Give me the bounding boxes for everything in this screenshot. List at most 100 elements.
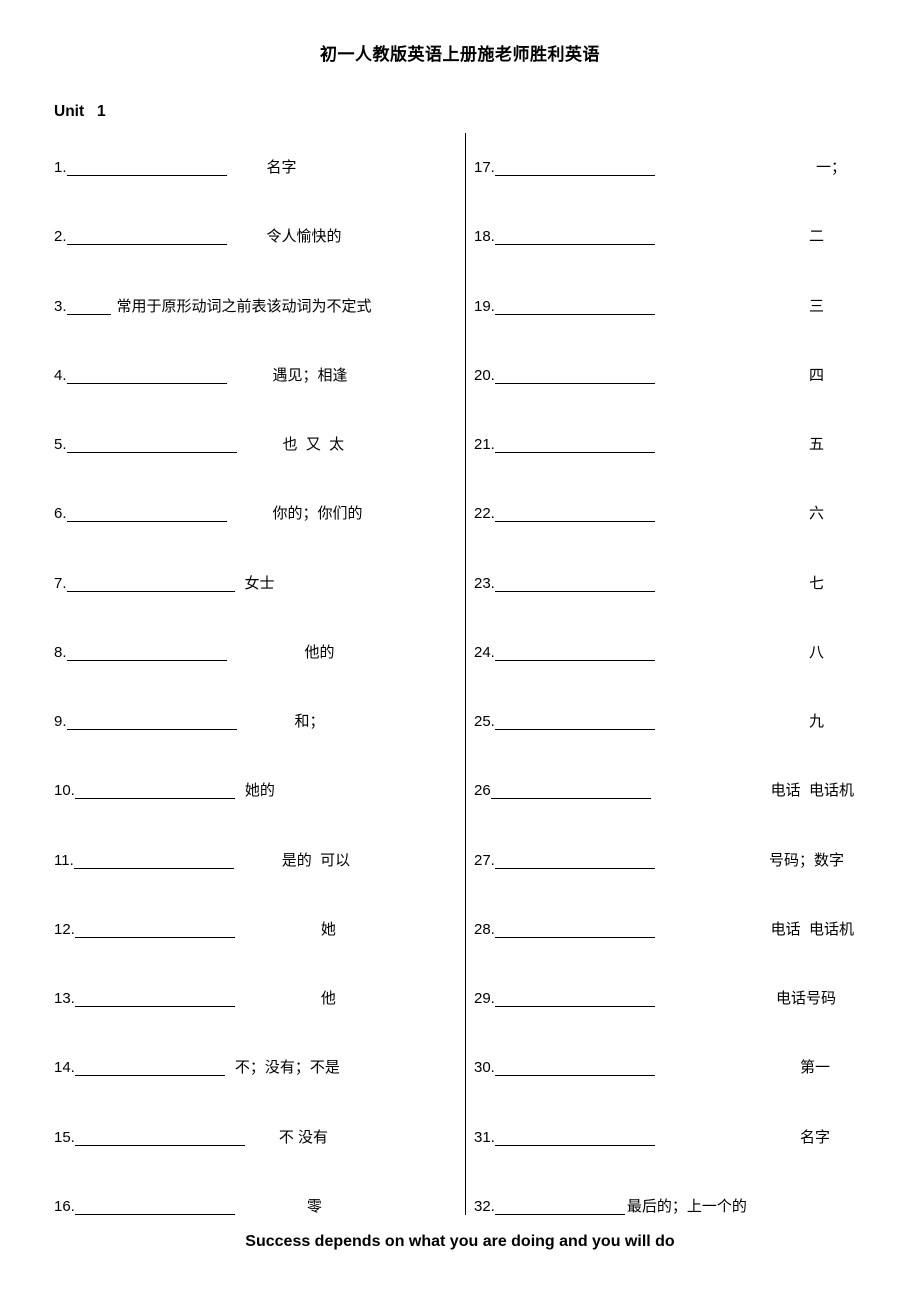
blank-line[interactable]	[75, 1199, 235, 1215]
blank-line[interactable]	[495, 229, 655, 245]
item-8: 8. 他的	[54, 642, 454, 663]
blank-line[interactable]	[67, 160, 227, 176]
item-32: 32. 最后的；上一个的	[474, 1196, 854, 1217]
item-11: 11. 是的 可以	[54, 850, 454, 871]
item-25: 25. 九	[474, 711, 854, 732]
unit-label: Unit 1	[54, 103, 866, 121]
item-number: 15.	[54, 1127, 75, 1148]
blank-line[interactable]	[495, 368, 655, 384]
blank-line[interactable]	[67, 645, 227, 661]
blank-line[interactable]	[67, 576, 235, 592]
item-number: 19.	[474, 296, 495, 317]
item-16: 16. 零	[54, 1196, 454, 1217]
item-meaning: 二	[657, 226, 854, 247]
item-number: 12.	[54, 919, 75, 940]
item-number: 21.	[474, 434, 495, 455]
item-12: 12. 她	[54, 919, 454, 940]
item-meaning: 你的；你们的	[273, 503, 363, 524]
item-meaning: 她	[321, 919, 336, 940]
item-meaning: 七	[657, 573, 854, 594]
blank-line[interactable]	[495, 922, 655, 938]
item-number: 32.	[474, 1196, 495, 1217]
blank-line[interactable]	[67, 506, 227, 522]
item-number: 3.	[54, 296, 67, 317]
item-meaning: 第一	[657, 1057, 854, 1078]
item-meaning: 令人愉快的	[267, 226, 342, 247]
item-meaning: 和；	[295, 711, 325, 732]
blank-line[interactable]	[67, 368, 227, 384]
item-number: 11.	[54, 850, 74, 871]
item-meaning: 六	[657, 503, 854, 524]
item-13: 13. 他	[54, 988, 454, 1009]
blank-line[interactable]	[74, 853, 234, 869]
blank-line[interactable]	[495, 645, 655, 661]
item-14: 14. 不；没有；不是	[54, 1057, 454, 1078]
right-column: 17. 一； 18. 二 19. 三 20. 四 21. 五 22. 六	[454, 157, 854, 1217]
item-20: 20. 四	[474, 365, 854, 386]
blank-line[interactable]	[495, 991, 655, 1007]
item-number: 29.	[474, 988, 495, 1009]
item-number: 17.	[474, 157, 495, 178]
blank-line[interactable]	[495, 1130, 655, 1146]
blank-line[interactable]	[67, 229, 227, 245]
item-number: 24.	[474, 642, 495, 663]
blank-line[interactable]	[495, 299, 655, 315]
item-24: 24. 八	[474, 642, 854, 663]
column-divider	[465, 133, 466, 1215]
item-meaning: 也 又 太	[283, 434, 345, 455]
blank-line[interactable]	[495, 714, 655, 730]
item-number: 2.	[54, 226, 67, 247]
item-meaning: 一；	[657, 157, 854, 178]
item-number: 30.	[474, 1057, 495, 1078]
blank-line[interactable]	[75, 991, 235, 1007]
item-number: 6.	[54, 503, 67, 524]
item-meaning: 名字	[267, 157, 297, 178]
item-meaning: 遇见；相逢	[273, 365, 348, 386]
blank-line[interactable]	[67, 714, 237, 730]
item-18: 18. 二	[474, 226, 854, 247]
blank-line[interactable]	[495, 1060, 655, 1076]
item-10: 10. 她的	[54, 780, 454, 801]
item-7: 7. 女士	[54, 573, 454, 594]
blank-line[interactable]	[75, 1130, 245, 1146]
item-meaning: 九	[657, 711, 854, 732]
item-1: 1. 名字	[54, 157, 454, 178]
item-31: 31. 名字	[474, 1127, 854, 1148]
item-2: 2. 令人愉快的	[54, 226, 454, 247]
blank-line[interactable]	[495, 160, 655, 176]
item-4: 4. 遇见；相逢	[54, 365, 454, 386]
item-meaning: 电话 电话机	[657, 919, 854, 940]
item-number: 1.	[54, 157, 67, 178]
item-28: 28. 电话 电话机	[474, 919, 854, 940]
item-29: 29. 电话号码	[474, 988, 854, 1009]
blank-line[interactable]	[495, 853, 655, 869]
blank-line[interactable]	[75, 783, 235, 799]
item-19: 19. 三	[474, 296, 854, 317]
item-number: 13.	[54, 988, 75, 1009]
item-21: 21. 五	[474, 434, 854, 455]
item-26: 26 电话 电话机	[474, 780, 854, 801]
item-meaning: 八	[657, 642, 854, 663]
item-meaning: 她的	[245, 780, 275, 801]
item-9: 9. 和；	[54, 711, 454, 732]
blank-line[interactable]	[67, 437, 237, 453]
blank-line[interactable]	[495, 506, 655, 522]
item-number: 14.	[54, 1057, 75, 1078]
item-6: 6. 你的；你们的	[54, 503, 454, 524]
blank-line[interactable]	[495, 437, 655, 453]
item-number: 5.	[54, 434, 67, 455]
item-meaning: 女士	[245, 573, 275, 594]
item-meaning: 最后的；上一个的	[627, 1196, 747, 1217]
blank-line[interactable]	[75, 922, 235, 938]
item-3: 3. 常用于原形动词之前表该动词为不定式	[54, 296, 454, 317]
page-title: 初一人教版英语上册施老师胜利英语	[54, 40, 866, 65]
blank-line[interactable]	[75, 1060, 225, 1076]
blank-line[interactable]	[495, 1199, 625, 1215]
item-meaning: 零	[307, 1196, 322, 1217]
item-meaning: 常用于原形动词之前表该动词为不定式	[117, 296, 372, 317]
blank-line[interactable]	[491, 783, 651, 799]
blank-line[interactable]	[495, 576, 655, 592]
item-15: 15. 不 没有	[54, 1127, 454, 1148]
blank-line[interactable]	[67, 299, 111, 315]
item-23: 23. 七	[474, 573, 854, 594]
